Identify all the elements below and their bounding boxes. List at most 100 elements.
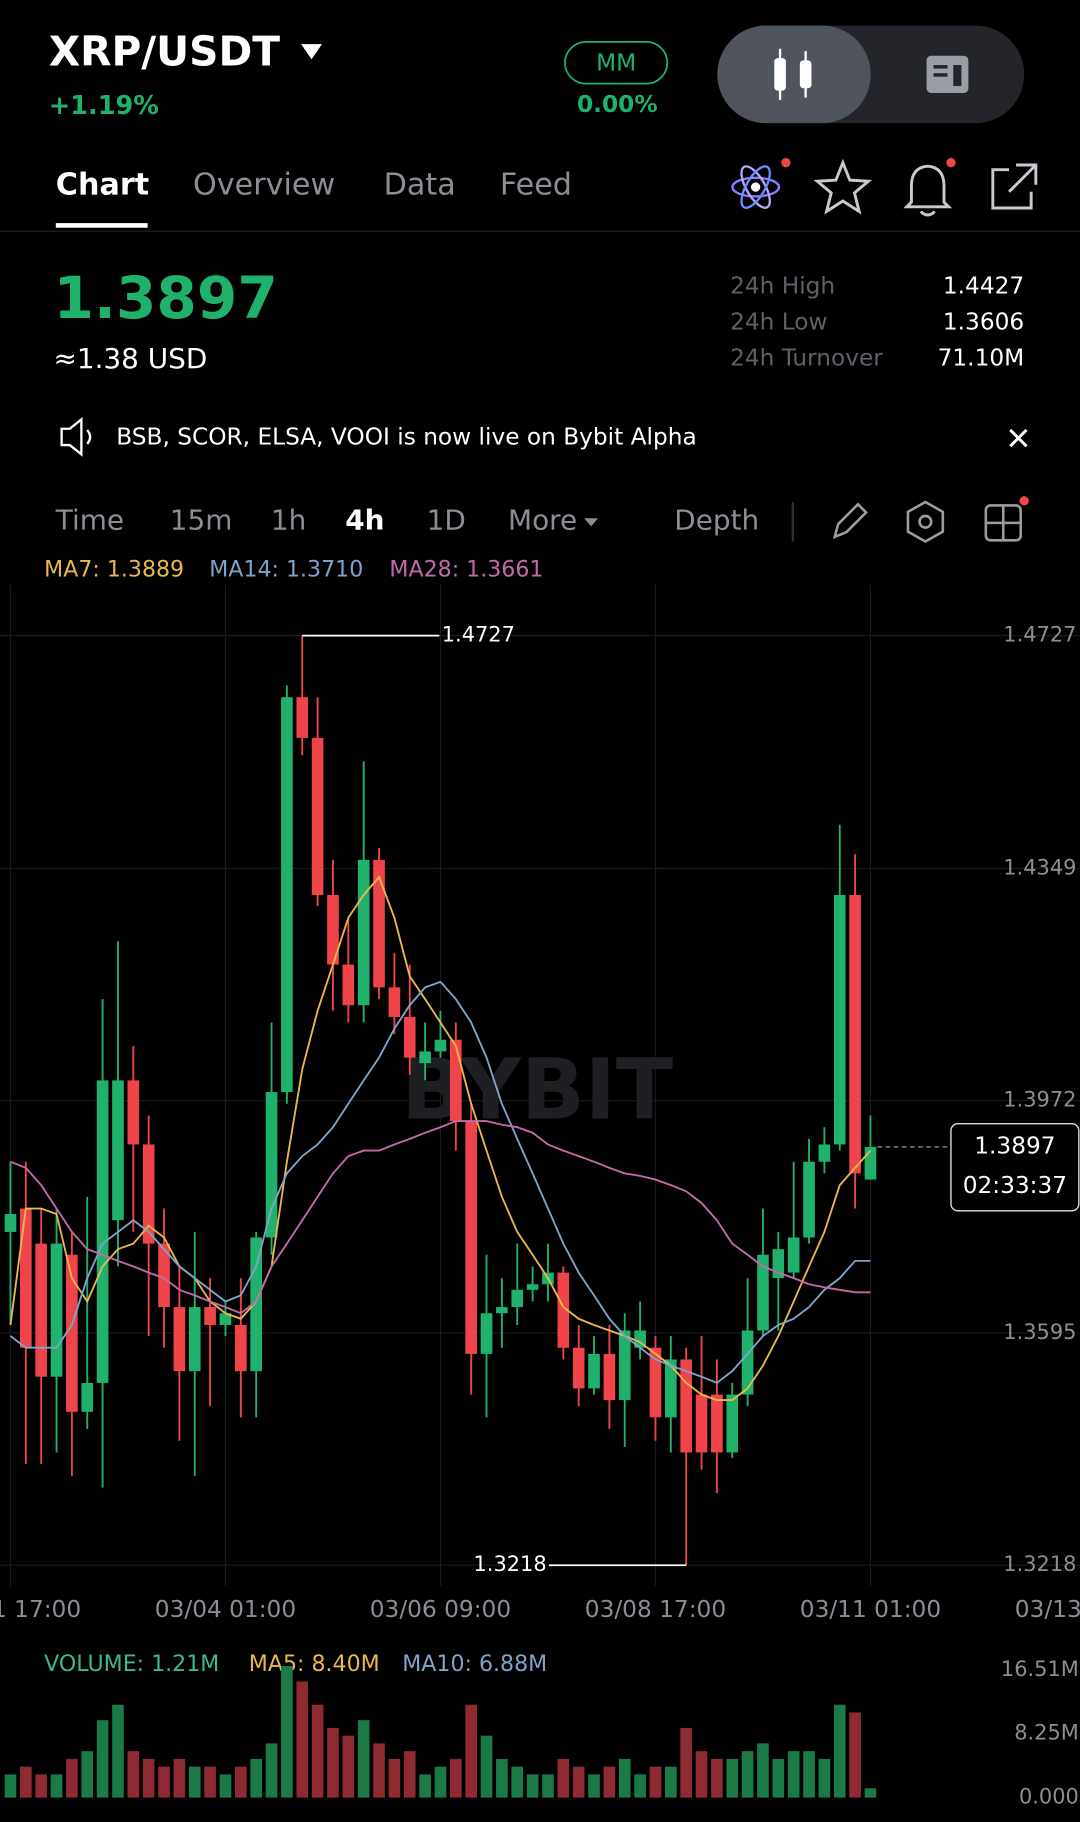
volume-bar <box>649 1766 662 1798</box>
volume-bar <box>526 1774 539 1798</box>
volume-bar <box>465 1704 477 1798</box>
mm-value: 0.00% <box>577 91 658 118</box>
interval-tab[interactable]: 15m <box>170 504 233 537</box>
volume-bar <box>618 1758 631 1798</box>
candle-body <box>711 1394 723 1453</box>
banner-close[interactable] <box>1009 428 1028 448</box>
volume-bar <box>20 1766 32 1798</box>
dropdown-arrow <box>584 518 599 527</box>
interval-tab[interactable]: Time <box>55 504 124 537</box>
candle-body <box>327 894 339 965</box>
tab[interactable]: Overview <box>193 167 335 202</box>
candle-body <box>695 1394 708 1453</box>
candle-body <box>434 1039 447 1052</box>
candle-body <box>81 1382 94 1412</box>
y-tick-label: 1.3218 <box>1003 1552 1076 1576</box>
interval-tab[interactable]: More <box>508 504 577 537</box>
share-icon[interactable] <box>991 163 1038 210</box>
volume-bar <box>142 1758 155 1798</box>
candle-body <box>465 1121 477 1354</box>
price-tag <box>950 1122 1080 1212</box>
candle-body <box>357 859 370 1006</box>
alert-icon[interactable] <box>903 158 956 217</box>
volume-bar <box>112 1704 124 1798</box>
x-tick-label: 03/06 09:00 <box>370 1596 511 1623</box>
volume-bar <box>204 1766 216 1798</box>
candle-body <box>680 1359 692 1453</box>
draw-icon[interactable] <box>832 502 868 539</box>
tab[interactable]: Chart <box>56 167 149 202</box>
tab[interactable]: Feed <box>500 167 572 202</box>
candle-body <box>557 1272 570 1348</box>
candle-body <box>50 1243 63 1377</box>
candle-body <box>588 1353 600 1389</box>
candle-body <box>741 1330 754 1395</box>
tab-underline <box>55 223 148 228</box>
volume-bar <box>864 1788 877 1798</box>
y-tick-label: 1.4349 <box>1003 855 1076 879</box>
candle-body <box>173 1307 186 1372</box>
volume-bar <box>787 1751 800 1798</box>
volume-bar <box>480 1735 493 1798</box>
candle-body <box>66 1254 78 1412</box>
indicator-icon[interactable] <box>984 496 1029 542</box>
volume-bar <box>511 1766 524 1798</box>
candle-body <box>511 1289 524 1308</box>
candle-body <box>649 1347 662 1418</box>
volume-bar <box>542 1774 554 1798</box>
tab[interactable]: Data <box>384 167 456 202</box>
candle-body <box>726 1394 739 1453</box>
volume-bar <box>403 1751 416 1798</box>
interval-tab[interactable]: 1h <box>271 504 306 537</box>
pair-dropdown[interactable] <box>301 44 323 60</box>
ma-legend: MA28: 1.3661 <box>389 558 543 583</box>
candle-body <box>20 1208 32 1348</box>
stat-value: 71.10M <box>938 345 1025 372</box>
interval-tab[interactable]: 4h <box>345 504 384 537</box>
y-tick-label: 1.3595 <box>1003 1320 1076 1344</box>
low-label: 1.3218 <box>473 1552 546 1576</box>
candle-body <box>772 1249 785 1279</box>
volume-legend: VOLUME: 1.21M <box>44 1652 219 1677</box>
candle-body <box>112 1080 124 1221</box>
y-tick-label: 1.4727 <box>1003 623 1076 647</box>
volume-bar <box>373 1743 385 1798</box>
candle-body <box>342 964 355 1006</box>
volume-bar <box>66 1758 78 1798</box>
volume-bar <box>357 1720 370 1798</box>
volume-bar <box>281 1665 293 1798</box>
view-toggle-active[interactable] <box>717 25 871 124</box>
volume-bar <box>603 1766 616 1798</box>
volume-bar <box>96 1720 109 1798</box>
candle-body <box>757 1254 769 1331</box>
pair-title[interactable]: XRP/USDT <box>49 28 280 76</box>
candle-body <box>127 1080 140 1145</box>
candle-body <box>634 1330 646 1348</box>
candle-body <box>403 1016 416 1058</box>
stat-value: 1.3606 <box>943 309 1024 336</box>
ai-icon[interactable] <box>731 158 791 212</box>
favorite-icon[interactable] <box>813 158 873 215</box>
price-change: +1.19% <box>49 91 159 121</box>
depth-tab[interactable]: Depth <box>674 504 759 537</box>
tab-bar: Chart Overview Data Feed <box>56 167 572 202</box>
interval-bar: Time 15m 1h 4h 1D More <box>55 504 599 537</box>
volume-bar <box>665 1766 677 1798</box>
interval-tab[interactable]: 1D <box>427 504 466 537</box>
settings-icon[interactable] <box>906 500 945 543</box>
candle-body <box>296 697 309 738</box>
candle-body <box>311 737 324 895</box>
volume-bar <box>388 1758 401 1798</box>
candle-body <box>480 1313 493 1354</box>
ma-legend: MA14: 1.3710 <box>209 558 363 583</box>
candle-body <box>265 1092 278 1238</box>
volume-bar <box>173 1758 186 1798</box>
watermark: BYBIT <box>401 1041 673 1139</box>
volume-bar <box>634 1774 646 1798</box>
mm-label: MM <box>596 49 636 76</box>
high-label: 1.4727 <box>442 623 515 647</box>
volume-bar <box>235 1766 247 1798</box>
volume-legend: MA5: 8.40M <box>249 1652 380 1677</box>
mm-pill[interactable] <box>564 40 669 85</box>
